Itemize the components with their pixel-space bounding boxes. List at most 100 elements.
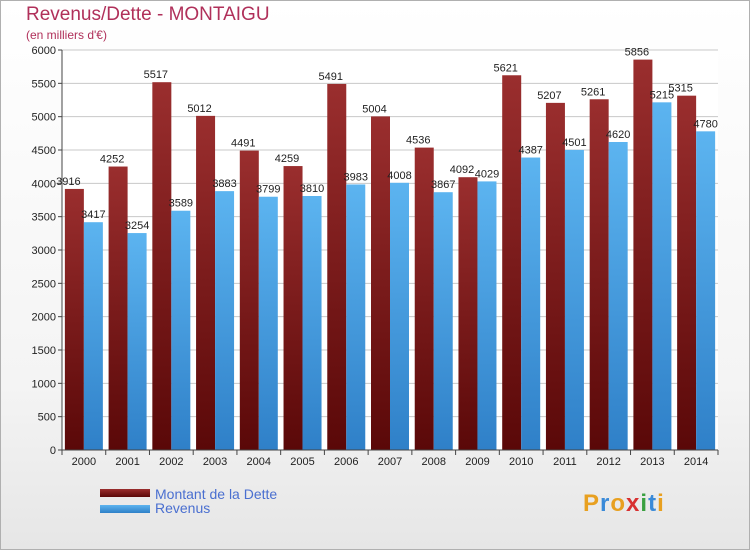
legend-swatch-revenus (100, 505, 150, 513)
bar-revenus (258, 196, 278, 450)
logo-letter: o (610, 490, 627, 517)
bar-revenus (346, 184, 366, 450)
data-label-dette: 5012 (187, 103, 211, 115)
data-label-dette: 3916 (56, 176, 80, 188)
data-labels: 3916 3417 4252 3254 5517 3589 5012 3883 4491 3799… (56, 47, 718, 232)
y-tick-label: 4000 (32, 178, 56, 190)
data-label-dette: 5491 (319, 71, 343, 83)
x-tick-label: 2010 (509, 456, 533, 468)
proxiti-logo: Proxiti (583, 490, 665, 518)
x-tick-label: 2001 (115, 456, 139, 468)
bar-dette (458, 177, 478, 450)
bar-dette (371, 116, 390, 451)
x-tick-label: 2002 (159, 456, 183, 468)
x-tick-label: 2014 (684, 456, 708, 468)
bar-revenus (215, 191, 235, 450)
y-tick-label: 1000 (32, 378, 56, 390)
bar-revenus (127, 233, 147, 450)
y-tick-label: 6000 (32, 45, 56, 57)
bar-revenus (608, 142, 628, 450)
bar-revenus (171, 210, 191, 450)
data-label-revenus: 3983 (344, 171, 368, 183)
logo-letter: i (640, 490, 649, 517)
bar-revenus (477, 181, 497, 450)
logo-letter: P (583, 490, 601, 517)
x-tick-label: 2012 (596, 456, 620, 468)
y-tick-label: 5000 (32, 112, 56, 124)
x-tick-label: 2009 (465, 456, 489, 468)
data-label-dette: 5261 (581, 86, 605, 98)
bar-dette (633, 59, 653, 450)
y-tick-label: 1500 (32, 345, 56, 357)
bar-dette (283, 166, 303, 451)
legend-label-revenus: Revenus (155, 500, 211, 516)
y-tick-label: 3500 (32, 212, 56, 224)
data-label-dette: 5517 (144, 69, 168, 81)
data-label-dette: 5621 (493, 62, 517, 74)
x-tick-label: 2004 (247, 456, 271, 468)
data-label-revenus: 3883 (212, 178, 236, 190)
bar-revenus (433, 192, 453, 450)
data-label-dette: 4536 (406, 135, 430, 147)
y-tick-label: 500 (38, 412, 56, 424)
data-label-dette: 4252 (100, 154, 124, 166)
data-label-dette: 5004 (362, 103, 386, 115)
data-label-revenus: 4008 (387, 170, 411, 182)
data-label-dette: 4259 (275, 153, 299, 165)
x-tick-label: 2008 (421, 456, 445, 468)
bar-dette (545, 102, 565, 450)
data-label-revenus: 4029 (475, 168, 499, 180)
bars (64, 59, 716, 451)
legend-swatch-debt (100, 489, 150, 497)
chart-subtitle: (en milliers d'€) (26, 28, 107, 42)
data-label-revenus: 4387 (518, 145, 542, 157)
data-label-revenus: 3799 (256, 184, 280, 196)
logo-letter: x (626, 490, 641, 517)
data-label-revenus: 4620 (606, 129, 630, 141)
data-label-dette: 4491 (231, 138, 255, 150)
x-tick-label: 2000 (72, 456, 96, 468)
bar-dette (327, 83, 347, 450)
x-tick-label: 2005 (290, 456, 314, 468)
x-tick-label: 2007 (378, 456, 402, 468)
logo-letter: i (657, 490, 665, 517)
axes: 0 500 1000 1500 2000 2500 3000 3500 4000 4500 5000… (32, 45, 719, 468)
logo-letter: r (600, 490, 611, 517)
bar-revenus (564, 149, 584, 450)
bar-revenus (652, 102, 672, 450)
bar-revenus (390, 182, 409, 451)
legend-label-debt: Montant de la Dette (155, 486, 278, 502)
x-tick-label: 2011 (553, 456, 577, 468)
y-tick-label: 2000 (32, 312, 56, 324)
data-label-revenus: 4501 (562, 137, 586, 149)
bar-dette (677, 95, 697, 451)
data-label-revenus: 3810 (300, 183, 324, 195)
data-label-revenus: 3589 (169, 198, 193, 210)
data-label-dette: 5315 (668, 83, 692, 95)
data-label-revenus: 4780 (693, 118, 717, 130)
data-label-dette: 4092 (450, 164, 474, 176)
y-tick-label: 2500 (32, 278, 56, 290)
x-tick-label: 2003 (203, 456, 227, 468)
bar-revenus (83, 222, 103, 450)
bar-dette (589, 99, 609, 451)
bar-dette (152, 82, 172, 450)
bar-dette (502, 75, 522, 451)
data-label-revenus: 3417 (81, 209, 105, 221)
bar-dette (196, 115, 216, 450)
data-label-dette: 5207 (537, 90, 561, 102)
y-tick-label: 4500 (32, 145, 56, 157)
y-tick-label: 5500 (32, 78, 56, 90)
bar-revenus (302, 196, 322, 450)
x-tick-label: 2006 (334, 456, 358, 468)
data-label-dette: 5856 (625, 47, 649, 59)
bar-dette (239, 150, 259, 450)
y-tick-label: 0 (50, 445, 56, 457)
bar-revenus (696, 131, 716, 451)
bar-dette (414, 147, 434, 450)
data-label-revenus: 3867 (431, 179, 455, 191)
logo-letter: t (648, 490, 658, 517)
chart-title: Revenus/Dette - MONTAIGU (26, 4, 270, 25)
bar-dette (108, 166, 128, 451)
y-tick-label: 3000 (32, 245, 56, 257)
